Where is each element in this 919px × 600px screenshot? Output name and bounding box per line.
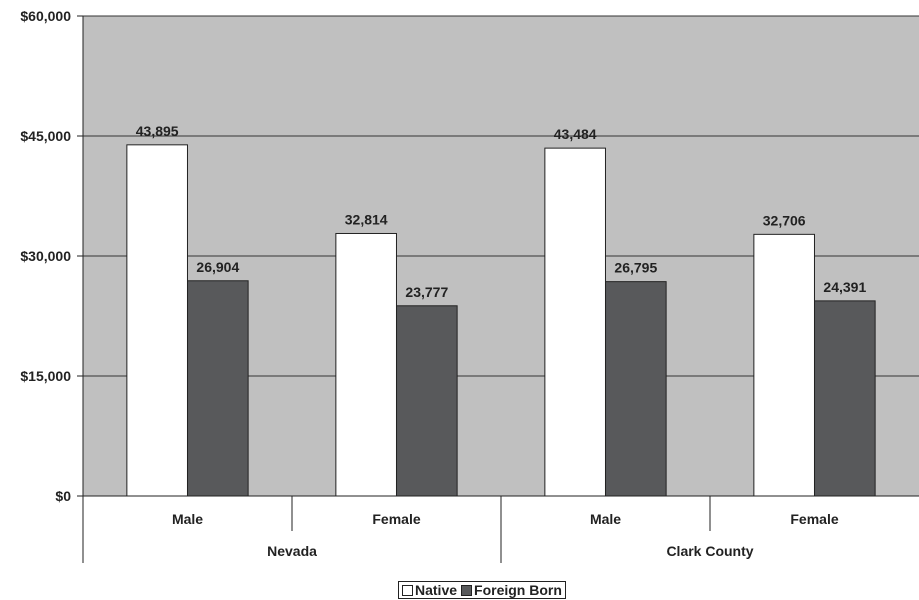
bar-native xyxy=(544,147,606,497)
bar-foreign-born xyxy=(814,300,876,497)
data-label-foreign-born: 23,777 xyxy=(405,284,448,300)
x-category-label: Female xyxy=(372,511,420,527)
legend-swatch-native xyxy=(402,584,413,596)
legend: Native Foreign Born xyxy=(398,581,566,599)
bar-foreign-born xyxy=(187,280,249,497)
bar-native xyxy=(753,233,815,497)
bar-native xyxy=(126,144,188,497)
x-category-label: Male xyxy=(590,511,621,527)
legend-item-foreign-born: Foreign Born xyxy=(461,582,562,598)
y-tick-label: $15,000 xyxy=(20,368,71,384)
legend-swatch-foreign-born xyxy=(461,584,473,596)
bar-foreign-born xyxy=(396,305,458,497)
data-label-foreign-born: 24,391 xyxy=(823,279,866,295)
data-label-native: 32,706 xyxy=(763,212,806,228)
legend-label-native: Native xyxy=(415,582,458,598)
x-category-label: Female xyxy=(790,511,838,527)
legend-label-foreign-born: Foreign Born xyxy=(474,582,562,598)
y-tick-label: $0 xyxy=(55,488,71,504)
bar-native xyxy=(335,232,397,497)
data-label-native: 43,484 xyxy=(554,126,597,142)
data-label-foreign-born: 26,904 xyxy=(196,259,239,275)
y-tick-label: $45,000 xyxy=(20,128,71,144)
y-tick-label: $60,000 xyxy=(20,8,71,24)
data-label-native: 32,814 xyxy=(345,211,388,227)
data-label-foreign-born: 26,795 xyxy=(614,260,657,276)
y-tick-label: $30,000 xyxy=(20,248,71,264)
data-label-native: 43,895 xyxy=(136,123,179,139)
x-group-label: Nevada xyxy=(267,543,317,559)
x-category-label: Male xyxy=(172,511,203,527)
bar-foreign-born xyxy=(605,281,667,497)
x-group-label: Clark County xyxy=(666,543,753,559)
legend-item-native: Native xyxy=(402,582,457,598)
